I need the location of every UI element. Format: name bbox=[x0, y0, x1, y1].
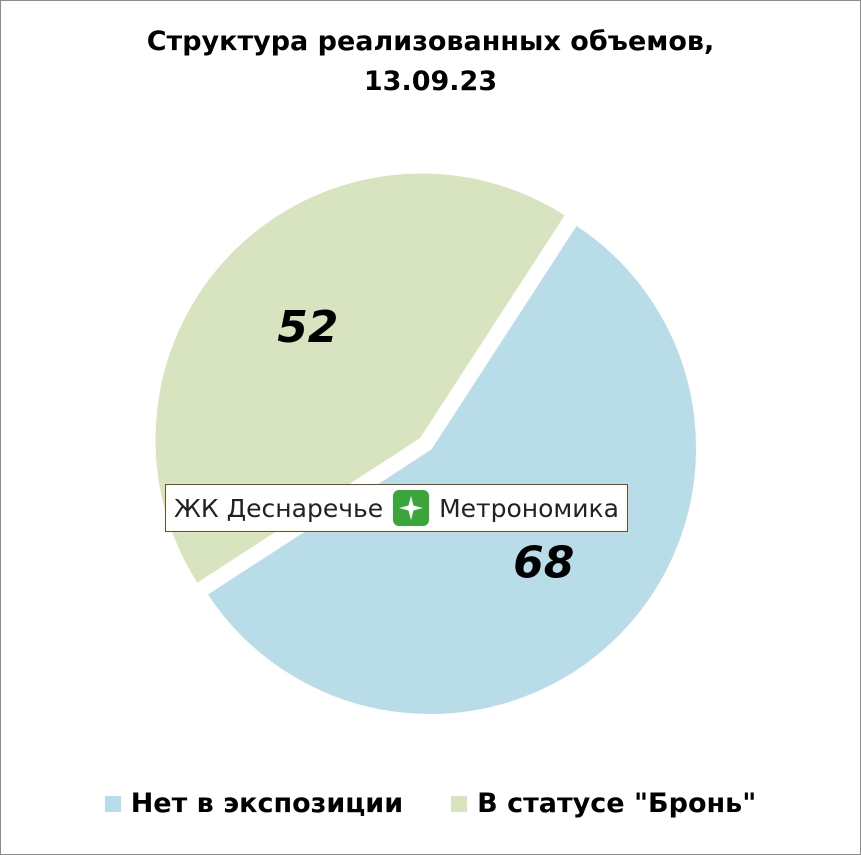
watermark-right-text: Метрономика bbox=[439, 493, 619, 523]
slice-value-label-0: 68 bbox=[513, 538, 574, 589]
legend-item-1: В статусе "Бронь" bbox=[451, 788, 756, 819]
chart-subtitle: 13.09.23 bbox=[363, 66, 498, 97]
legend: Нет в экспозиции В статусе "Бронь" bbox=[0, 788, 861, 819]
watermark-left-text: ЖК Деснаречье bbox=[174, 493, 384, 523]
legend-swatch-0 bbox=[104, 795, 121, 812]
legend-item-0: Нет в экспозиции bbox=[104, 788, 404, 819]
legend-swatch-1 bbox=[451, 795, 468, 812]
pie-slice-0 bbox=[203, 221, 700, 718]
chart-title: Структура реализованных объемов, 13.09.2… bbox=[0, 22, 861, 102]
legend-label-1: В статусе "Бронь" bbox=[477, 788, 757, 819]
legend-label-0: Нет в экспозиции bbox=[130, 788, 404, 819]
sparkle-icon bbox=[393, 490, 430, 526]
pie-slice-1 bbox=[151, 169, 570, 588]
chart-title-line: Структура реализованных объемов, bbox=[146, 26, 715, 57]
watermark: ЖК Деснаречье Метрономика bbox=[165, 484, 628, 532]
slice-value-label-1: 52 bbox=[277, 302, 338, 353]
